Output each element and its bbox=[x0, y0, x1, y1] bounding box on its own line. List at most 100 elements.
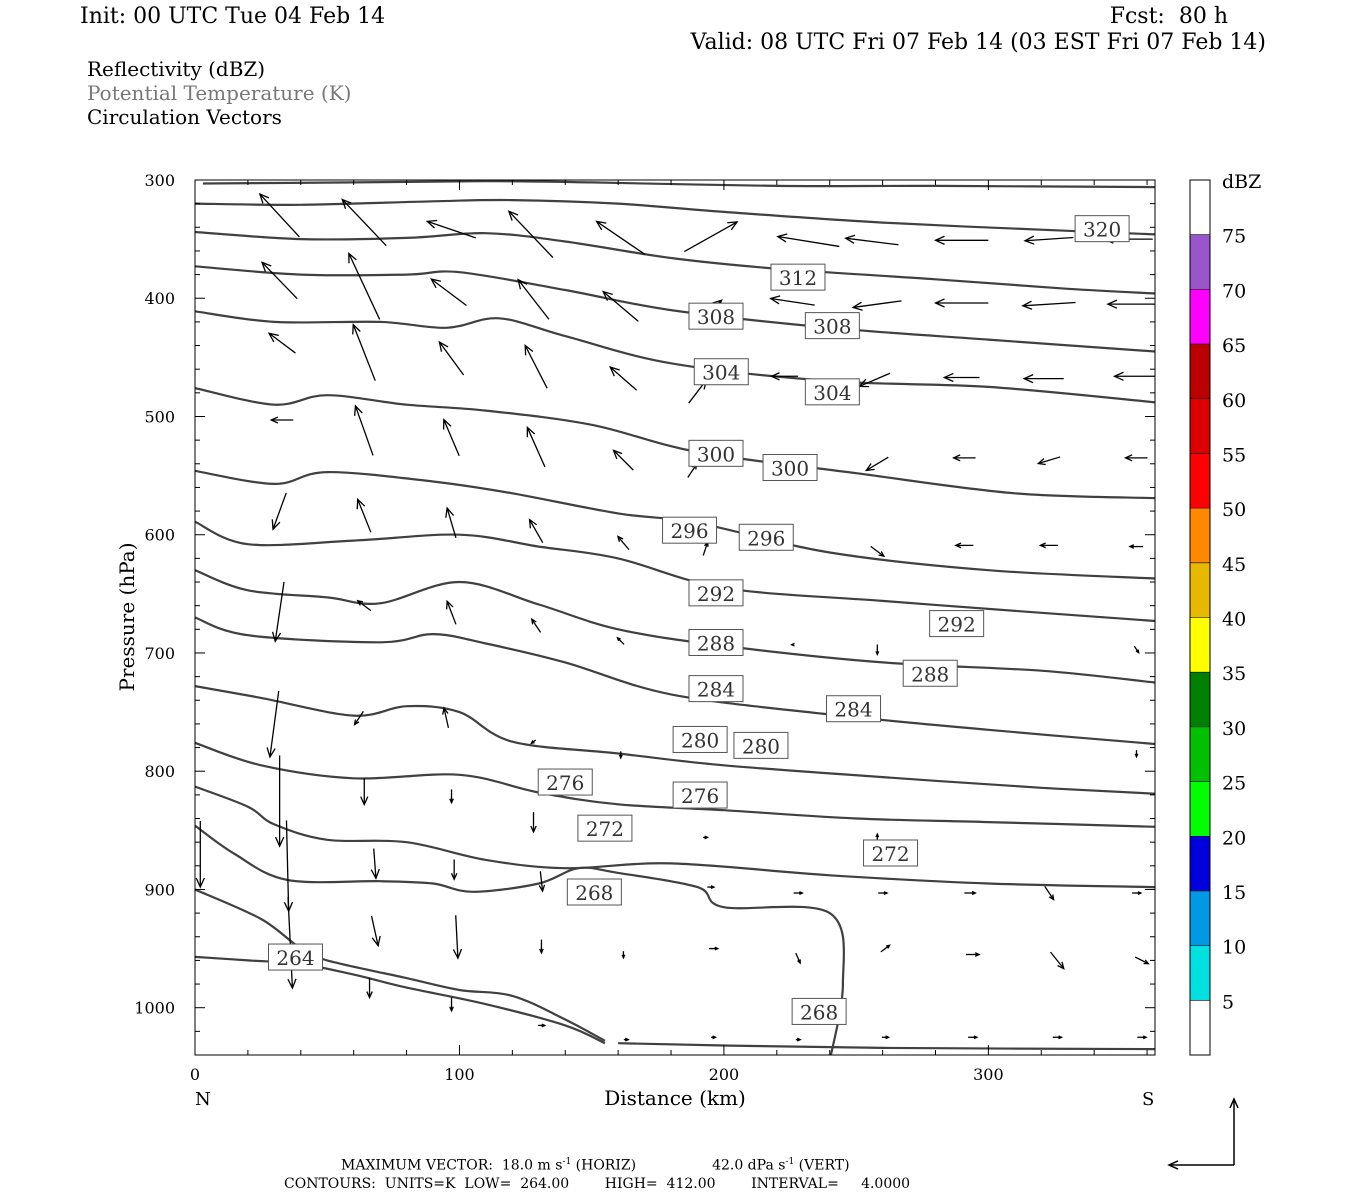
svg-text:288: 288 bbox=[911, 662, 949, 686]
circulation-vector bbox=[528, 518, 544, 544]
circulation-vector bbox=[539, 939, 544, 955]
theta-contour-label: 268 bbox=[791, 997, 847, 1025]
svg-text:296: 296 bbox=[747, 526, 785, 550]
y-tick-label: 300 bbox=[144, 171, 175, 190]
circulation-vector bbox=[708, 946, 720, 951]
circulation-vector bbox=[851, 300, 902, 311]
circulation-vector bbox=[790, 642, 795, 647]
circulation-vector bbox=[612, 449, 634, 471]
svg-text:284: 284 bbox=[697, 678, 735, 702]
svg-text:292: 292 bbox=[938, 613, 976, 637]
circulation-vector bbox=[287, 897, 297, 990]
colorbar-segment bbox=[1190, 562, 1210, 618]
circulation-vector bbox=[1050, 951, 1065, 970]
svg-text:276: 276 bbox=[546, 771, 584, 795]
circulation-vector bbox=[267, 332, 296, 354]
colorbar-level-label: 60 bbox=[1222, 390, 1246, 412]
svg-text:300: 300 bbox=[771, 457, 809, 481]
circulation-vector bbox=[449, 789, 454, 805]
theta-contour-label: 292 bbox=[688, 579, 744, 607]
svg-text:308: 308 bbox=[813, 315, 851, 339]
svg-text:320: 320 bbox=[1083, 218, 1121, 242]
svg-text:304: 304 bbox=[813, 381, 851, 405]
theta-contour-276 bbox=[195, 741, 1155, 828]
circulation-vector bbox=[776, 233, 840, 248]
colorbar-level-label: 50 bbox=[1222, 499, 1246, 521]
colorbar-segment bbox=[1190, 453, 1210, 509]
theta-contour-label: 304 bbox=[693, 358, 749, 386]
colorbar-level-label: 55 bbox=[1222, 444, 1246, 466]
circulation-vector bbox=[442, 418, 460, 457]
circulation-vector bbox=[266, 690, 280, 759]
circulation-vector bbox=[881, 1035, 891, 1040]
circulation-vector bbox=[878, 891, 889, 895]
svg-text:308: 308 bbox=[697, 305, 735, 329]
circulation-vector bbox=[1022, 374, 1064, 384]
circulation-vector bbox=[933, 235, 989, 245]
colorbar-segment bbox=[1190, 945, 1210, 1001]
colorbar-segment bbox=[1190, 344, 1210, 399]
svg-text:300: 300 bbox=[697, 442, 735, 466]
colorbar-level-label: 5 bbox=[1222, 991, 1234, 1013]
colorbar-level-label: 40 bbox=[1222, 609, 1246, 631]
circulation-vector bbox=[795, 1037, 802, 1042]
x-tick-label: 0 bbox=[190, 1065, 200, 1084]
valid-time: Valid: 08 UTC Fri 07 Feb 14 (03 EST Fri … bbox=[690, 30, 1266, 55]
theta-contour-label: 272 bbox=[863, 839, 919, 867]
circulation-vector bbox=[430, 278, 467, 307]
field-label-reflectivity: Reflectivity (dBZ) bbox=[87, 57, 266, 81]
theta-contour-label: 284 bbox=[688, 675, 744, 703]
svg-text:264: 264 bbox=[276, 946, 314, 970]
x-tick-label: 300 bbox=[973, 1065, 1004, 1084]
colorbar-level-label: 65 bbox=[1222, 335, 1246, 357]
colorbar-segment bbox=[1190, 289, 1210, 345]
svg-text:280: 280 bbox=[742, 734, 780, 758]
theta-contour-288 bbox=[195, 569, 1155, 684]
colorbar-segment bbox=[1190, 234, 1210, 290]
circulation-vector bbox=[954, 542, 974, 549]
colorbar-level-label: 45 bbox=[1222, 554, 1246, 576]
svg-text:304: 304 bbox=[702, 361, 740, 385]
circulation-vector bbox=[271, 492, 287, 531]
field-label-theta: Potential Temperature (K) bbox=[87, 81, 352, 105]
theta-contour-304 bbox=[195, 310, 1155, 404]
circulation-vector bbox=[1134, 750, 1139, 759]
circulation-vector bbox=[1133, 645, 1140, 655]
y-axis-title: Pressure (hPa) bbox=[115, 543, 139, 692]
x-axis-south-label: S bbox=[1142, 1089, 1154, 1110]
max-vector-vert-text: 42.0 dPa s bbox=[712, 1157, 786, 1174]
colorbar-segment bbox=[1190, 836, 1210, 891]
theta-contour-label: 308 bbox=[804, 312, 860, 340]
colorbar-title: dBZ bbox=[1222, 171, 1261, 193]
circulation-vector bbox=[1036, 456, 1061, 466]
colorbar-level-label: 70 bbox=[1222, 280, 1246, 302]
circulation-vector bbox=[1052, 1035, 1064, 1040]
forecast-hour: Fcst: 80 h bbox=[1109, 4, 1228, 29]
circulation-vector bbox=[711, 1035, 718, 1040]
circulation-vector bbox=[449, 997, 454, 1013]
circulation-vector bbox=[366, 977, 373, 1000]
circulation-vector bbox=[595, 220, 646, 255]
colorbar-level-label: 30 bbox=[1222, 718, 1246, 740]
circulation-vector bbox=[370, 915, 381, 948]
circulation-vector bbox=[524, 343, 548, 389]
theta-contour-label: 296 bbox=[662, 516, 718, 544]
colorbar-segment bbox=[1190, 672, 1210, 727]
circulation-vector bbox=[341, 198, 387, 247]
circulation-vector bbox=[769, 295, 815, 306]
horiz-exponent: -1 bbox=[562, 1157, 572, 1167]
circulation-vector bbox=[445, 506, 457, 538]
colorbar-segment bbox=[1190, 617, 1210, 673]
reference-vector-horizontal bbox=[1167, 1160, 1234, 1170]
circulation-vector bbox=[195, 820, 205, 889]
theta-contour-264 bbox=[195, 955, 606, 1045]
y-tick-label: 700 bbox=[144, 644, 175, 663]
colorbar-segment bbox=[1190, 781, 1210, 837]
max-vector-horiz-text: MAXIMUM VECTOR: 18.0 m s bbox=[341, 1157, 563, 1174]
circulation-vector bbox=[1023, 235, 1074, 245]
circulation-vector bbox=[793, 891, 804, 895]
y-tick-label: 500 bbox=[144, 407, 175, 426]
circulation-vector bbox=[964, 890, 977, 896]
circulation-vector bbox=[1132, 891, 1143, 895]
y-tick-label: 1000 bbox=[134, 999, 175, 1018]
